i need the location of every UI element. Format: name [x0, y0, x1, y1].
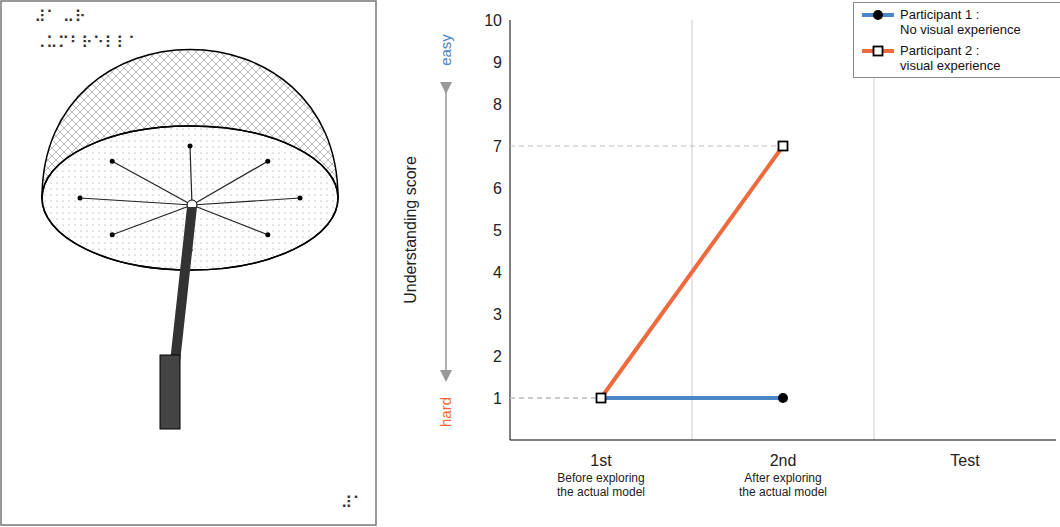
- svg-text:6: 6: [493, 180, 502, 197]
- svg-text:Understanding score: Understanding score: [402, 156, 419, 304]
- html-text:visual experience: visual experience: [900, 58, 1001, 73]
- svg-text:4: 4: [493, 264, 502, 281]
- svg-text:the actual model: the actual model: [739, 485, 827, 499]
- svg-text:hard: hard: [437, 397, 454, 427]
- html-text:No visual experience: No visual experience: [900, 22, 1021, 37]
- html-text:Participant 1 :: Participant 1 :: [900, 7, 980, 22]
- svg-text:10: 10: [484, 12, 502, 29]
- svg-text:9: 9: [493, 54, 502, 71]
- svg-text:3: 3: [493, 306, 502, 323]
- svg-text:⠼⠁: ⠼⠁: [341, 493, 364, 512]
- svg-text:Test: Test: [950, 452, 980, 469]
- svg-text:7: 7: [493, 138, 502, 155]
- svg-text:After exploring: After exploring: [744, 471, 821, 485]
- svg-text:1: 1: [493, 390, 502, 407]
- svg-text:2: 2: [493, 348, 502, 365]
- svg-text:⠠⠥⠍⠃⠗⠑⠇⠇⠁: ⠠⠥⠍⠃⠗⠑⠇⠇⠁: [34, 33, 139, 52]
- svg-text:the actual model: the actual model: [557, 485, 645, 499]
- html-text:Participant 2 :: Participant 2 :: [900, 43, 980, 58]
- svg-text:⠼⠁ ⠤⠗: ⠼⠁ ⠤⠗: [34, 7, 86, 26]
- svg-text:2nd: 2nd: [770, 452, 797, 469]
- svg-text:8: 8: [493, 96, 502, 113]
- svg-text:1st: 1st: [590, 452, 612, 469]
- svg-text:easy: easy: [437, 34, 454, 66]
- svg-text:Before exploring: Before exploring: [557, 471, 644, 485]
- svg-text:5: 5: [493, 222, 502, 239]
